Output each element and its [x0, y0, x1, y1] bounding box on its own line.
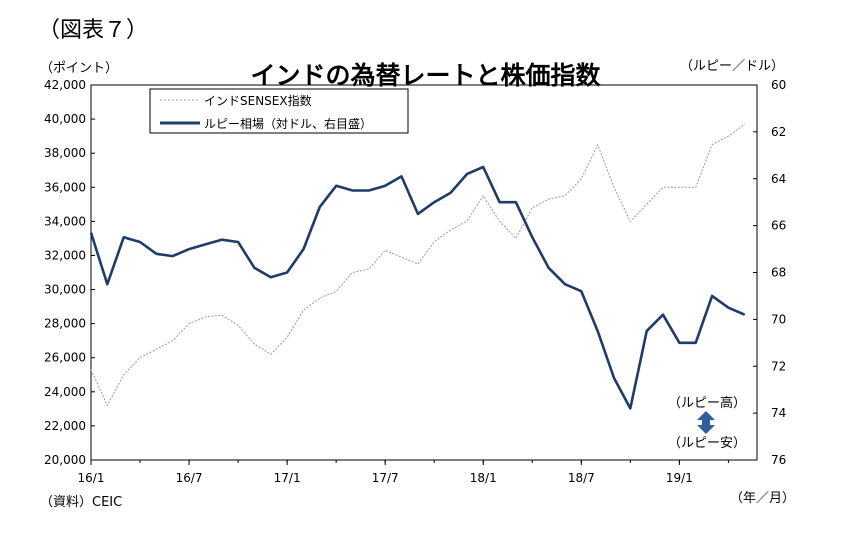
y-left-tick-label: 20,000	[44, 453, 86, 467]
y-left-tick-label: 24,000	[44, 385, 86, 399]
plot-frame	[90, 84, 758, 461]
y-left-tick-label: 22,000	[44, 419, 86, 433]
arrow-up-icon	[697, 411, 715, 420]
x-tick-label: 19/1	[666, 471, 693, 485]
x-tick-label: 17/7	[372, 471, 399, 485]
x-tick-label: 18/7	[568, 471, 595, 485]
y-left-tick-label: 30,000	[44, 283, 86, 297]
y-right-tick-label: 72	[771, 359, 786, 373]
x-tick-label: 16/1	[78, 471, 105, 485]
y-left-unit-label: （ポイント）	[40, 61, 119, 76]
y-right-tick-label: 70	[771, 312, 786, 326]
y-left-tick-label: 40,000	[44, 112, 86, 126]
series-line-rupee	[89, 165, 746, 410]
legend-label-rupee: ルピー相場（対ドル、右目盛）	[204, 116, 372, 131]
x-unit-label: （年／月）	[730, 491, 796, 506]
y-right-tick-label: 60	[771, 78, 786, 92]
series-line-sensex	[90, 123, 745, 406]
arrow-down-icon	[697, 425, 715, 434]
y-left-tick-label: 34,000	[44, 214, 86, 228]
legend-label-sensex: インドSENSEX指数	[204, 93, 312, 108]
y-right-tick-label: 76	[771, 453, 786, 467]
figure-label: （図表７）	[38, 18, 149, 43]
y-left-tick-label: 26,000	[44, 351, 86, 365]
y-left-tick-label: 38,000	[44, 146, 86, 160]
y-left-tick-label: 36,000	[44, 180, 86, 194]
y-left-tick-label: 42,000	[44, 78, 86, 92]
source-note: （資料）CEIC	[40, 495, 123, 510]
legend-box	[149, 88, 409, 134]
y-right-tick-label: 66	[771, 219, 786, 233]
x-tick-label: 17/1	[274, 471, 301, 485]
annotation-rupee-up: （ルピー高）	[668, 395, 746, 411]
y-left-tick-label: 32,000	[44, 248, 86, 262]
y-right-tick-label: 62	[771, 125, 786, 139]
y-right-tick-label: 74	[771, 406, 786, 420]
y-left-tick-label: 28,000	[44, 317, 86, 331]
x-tick-label: 16/7	[176, 471, 203, 485]
y-right-unit-label: （ルピー／ドル）	[680, 59, 785, 74]
annotation-rupee-down: （ルピー安）	[668, 436, 746, 451]
y-right-tick-label: 68	[771, 266, 786, 280]
y-right-tick-label: 64	[771, 172, 786, 186]
x-tick-label: 18/1	[470, 471, 497, 485]
arrow-shaft	[702, 419, 710, 425]
